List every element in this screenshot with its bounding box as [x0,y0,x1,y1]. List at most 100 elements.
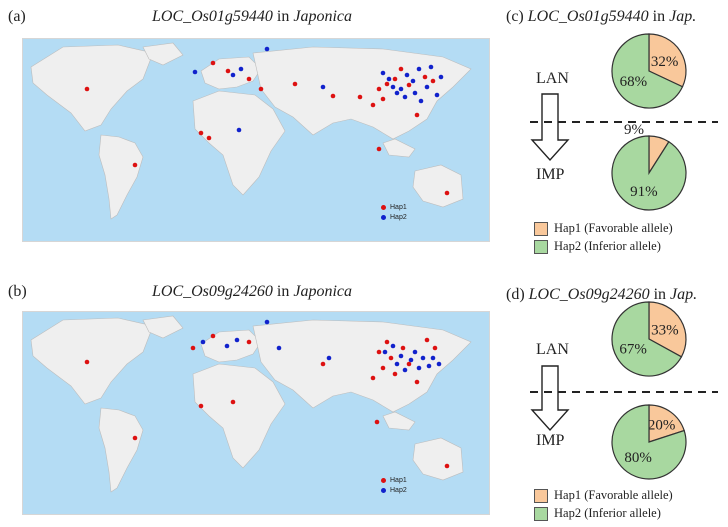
hap2-dot [420,355,426,361]
pie-c-gene: LOC_Os01g59440 [527,8,649,25]
hap2-dot [428,64,434,70]
hap1-dot [430,78,436,84]
pie-slice-hap1 [648,33,687,88]
hap1-dot [414,379,420,385]
hap2-dot [394,90,400,96]
hap1-dot [422,74,428,80]
hap2-dot [264,46,270,52]
hap2-dot [276,345,282,351]
hap1-dot [190,345,196,351]
hap1-dot [432,345,438,351]
map-b-title: LOC_Os09g24260 in Japonica [152,283,352,301]
map-b-svg [30,315,472,493]
map-a-legend-hap1: Hap1 [390,204,407,211]
pie-c-subspecies: Jap. [669,8,697,25]
hap2-dot [412,349,418,355]
hap2-dot [264,319,270,325]
hap1-legend-dot [381,204,386,210]
dots-a [84,46,450,196]
hap1-dot [424,337,430,343]
hap2-dot [416,365,422,371]
hap2-swatch [534,239,548,254]
hap2-dot [390,84,396,90]
hap1-swatch [534,221,548,236]
pie-label-hap2: 68% [620,74,648,90]
legend-hap1-label: Hap1 (Favorable allele) [554,488,673,502]
hap2-swatch [534,506,548,521]
pie-chart-3: 20% 80% [611,404,687,480]
pie-chart-0: 32%68% [611,33,687,109]
transition-arrow-d [530,365,570,432]
world-map-b: Hap1 Hap2 [22,311,490,515]
hap2-dot [236,127,242,133]
hap1-dot [132,435,138,441]
hap1-dot [198,403,204,409]
hap1-dot [376,86,382,92]
hap2-dot [402,94,408,100]
map-b-legend-hap1: Hap1 [390,477,407,484]
hap2-legend-dot [381,487,386,493]
map-a-svg [30,42,472,220]
hap1-dot [400,345,406,351]
world-map-a: Hap1 Hap2 [22,38,490,242]
hap1-dot [370,375,376,381]
hap1-dot [206,135,212,141]
hap1-dot [392,76,398,82]
stage-lan-d: LAN [536,341,569,358]
hap2-dot [234,337,240,343]
map-a-connector: in [272,8,294,25]
map-a-title: LOC_Os01g59440 in Japonica [152,8,352,26]
hap2-dot [200,339,206,345]
legend-hap2-label: Hap2 (Inferior allele) [554,239,661,253]
hap2-dot [434,92,440,98]
legend-hap1-d: Hap1 (Favorable allele) [534,488,673,503]
hap1-swatch [534,488,548,503]
map-a-gene: LOC_Os01g59440 [152,8,273,25]
pie-label-hap1: 32% [651,54,679,70]
hap2-dot [412,90,418,96]
hap2-dot [430,355,436,361]
hap1-dot [84,86,90,92]
hap2-dot [390,343,396,349]
hap1-dot [444,463,450,469]
pie-slice-hap2 [611,404,687,480]
hap1-dot [246,339,252,345]
hap1-dot [210,333,216,339]
pie-d-gene: LOC_Os09g24260 [528,286,650,303]
map-b-connector: in [272,283,294,300]
map-b-legend-hap2: Hap2 [390,487,407,494]
hap2-dot [416,66,422,72]
hap2-dot [410,78,416,84]
map-a-legend: Hap1 Hap2 [381,203,407,223]
hap1-dot [210,60,216,66]
pie-chart-2: 33%67% [611,301,687,377]
hap1-dot [380,365,386,371]
hap1-legend-dot [381,477,386,483]
pie-c-connector: in [648,8,670,25]
legend-hap2-label: Hap2 (Inferior allele) [554,506,661,520]
legend-hap1-label: Hap1 (Favorable allele) [554,221,673,235]
hap1-dot [380,96,386,102]
hap2-dot [320,84,326,90]
map-a-subspecies: Japonica [293,8,353,25]
pie-chart-1: 9% 91% [611,122,687,211]
dots-b [84,319,450,469]
pie-layer: 32%68% 9% 91% 33%67% 20% 80% [611,33,687,480]
panel-label-a: (a) [8,8,26,25]
panel-label-d: (d) [506,286,525,303]
pie-slice-hap1 [648,404,685,443]
hap1-dot [84,359,90,365]
hap1-dot [376,146,382,152]
pie-d-connector: in [649,286,671,303]
hap2-dot [238,66,244,72]
legend-hap2-c: Hap2 (Inferior allele) [534,239,661,254]
map-b-subspecies: Japonica [293,283,353,300]
stage-imp-d: IMP [536,432,565,449]
hap1-dot [370,102,376,108]
hap2-dot [382,349,388,355]
hap1-dot [388,355,394,361]
hap2-dot [224,343,230,349]
pie-label-hap1: 33% [651,323,679,339]
pie-slice-hap2 [611,135,687,211]
hap2-dot [438,74,444,80]
